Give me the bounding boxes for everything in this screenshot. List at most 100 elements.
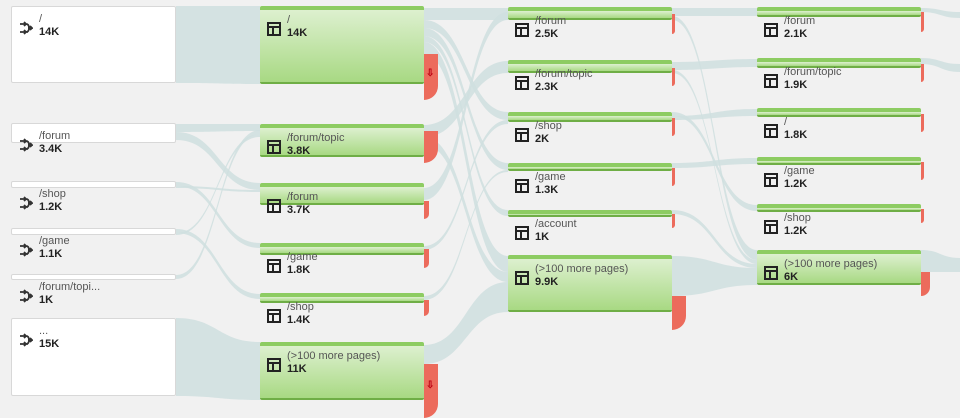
exit-drop[interactable] [672, 14, 675, 34]
exit-drop[interactable]: ⇩ [424, 54, 438, 100]
exit-drop[interactable] [424, 249, 429, 268]
page-layout-icon [267, 22, 281, 36]
flow-band[interactable] [176, 318, 260, 400]
node-value: 1K [39, 294, 54, 306]
page-layout-icon [267, 309, 281, 323]
step2-node-shop[interactable]: /shop 2K [508, 112, 672, 145]
flow-band[interactable] [672, 16, 757, 260]
node-value: 3.8K [287, 145, 311, 157]
source-node-root[interactable]: /14K [11, 6, 176, 83]
flow-band[interactable] [424, 120, 508, 250]
node-name: /shop [39, 188, 66, 200]
node-value: 15K [39, 338, 60, 350]
exit-drop[interactable] [672, 168, 675, 186]
step2-node-forum[interactable]: /forum 2.5K [508, 7, 672, 40]
flow-band[interactable] [176, 186, 260, 192]
step3-node-more-pages[interactable]: (>100 more pages) 6K [757, 250, 921, 285]
step1-node-forum[interactable]: /forum 3.7K [260, 183, 424, 216]
node-name: /game [287, 251, 318, 263]
step3-node-forum[interactable]: /forum 2.1K [757, 7, 921, 40]
node-value: 11K [287, 363, 307, 375]
exit-drop[interactable] [424, 201, 429, 219]
flow-band[interactable] [672, 158, 757, 168]
step1-node-shop[interactable]: /shop 1.4K [260, 293, 424, 326]
flow-band[interactable] [176, 182, 260, 248]
source-node-shop[interactable]: /shop 1.2K [11, 181, 176, 213]
flow-band[interactable] [176, 130, 260, 279]
page-layout-icon [515, 179, 529, 193]
exit-drop[interactable] [672, 68, 675, 86]
flow-band[interactable] [424, 61, 508, 137]
step2-node-forum-topic[interactable]: /forum/topic 2.3K [508, 60, 672, 93]
exit-drop[interactable] [424, 131, 438, 163]
exit-drop[interactable] [921, 114, 924, 132]
step2-node-game[interactable]: /game 1.3K [508, 163, 672, 196]
step3-node-shop[interactable]: /shop 1.2K [757, 204, 921, 237]
flow-band[interactable] [424, 282, 508, 364]
node-value: 3.7K [287, 204, 311, 216]
exit-drop[interactable] [672, 214, 675, 228]
exit-drop[interactable] [672, 118, 675, 136]
flow-band[interactable] [424, 36, 508, 216]
flow-band[interactable] [672, 210, 757, 268]
exit-drop[interactable] [424, 300, 429, 316]
flow-band[interactable] [424, 20, 508, 120]
page-layout-icon [515, 23, 529, 37]
source-node-forum[interactable]: /forum 3.4K [11, 123, 176, 155]
exit-drop[interactable] [921, 64, 924, 82]
node-value: 14K [39, 26, 60, 38]
exit-drop[interactable] [921, 272, 930, 296]
flow-band[interactable] [176, 229, 260, 299]
node-value: 1.2K [39, 201, 63, 213]
node-name: /forum [535, 15, 567, 27]
flow-band[interactable] [424, 12, 508, 200]
node-name: /shop [784, 212, 811, 224]
source-node-game[interactable]: /game 1.1K [11, 228, 176, 260]
exit-drop[interactable]: ⇩ [424, 364, 438, 418]
flow-band[interactable] [672, 8, 757, 16]
step3-node-forum-topic[interactable]: /forum/topic 1.9K [757, 58, 921, 91]
flow-band[interactable] [424, 8, 508, 20]
exit-drop[interactable] [672, 296, 686, 330]
exit-drop[interactable] [921, 209, 924, 223]
step2-node-more-pages[interactable]: (>100 more pages) 9.9K [508, 255, 672, 312]
flow-band[interactable] [176, 134, 260, 235]
flow-band[interactable] [176, 6, 260, 84]
flow-band[interactable] [424, 170, 508, 300]
page-layout-icon [515, 271, 529, 285]
node-value: 1K [535, 231, 550, 243]
flow-band[interactable] [672, 109, 757, 120]
exit-arrow-icon: ⇩ [426, 380, 435, 391]
node-value: 1.9K [784, 79, 808, 91]
exit-drop[interactable] [921, 162, 924, 180]
flow-band[interactable] [672, 256, 757, 296]
flow-band[interactable] [921, 58, 960, 72]
node-value: 1.1K [39, 248, 63, 260]
source-node-other[interactable]: ... 15K [11, 318, 176, 396]
step2-node-account[interactable]: /account 1K [508, 210, 672, 243]
page-layout-icon [267, 259, 281, 273]
flow-band[interactable] [424, 137, 508, 282]
exit-drop[interactable] [921, 12, 924, 32]
step3-node-game[interactable]: /game 1.2K [757, 157, 921, 190]
flow-band[interactable] [176, 124, 260, 132]
flow-band[interactable] [424, 42, 508, 272]
step1-node-root[interactable]: /14K [260, 6, 424, 84]
flow-band[interactable] [921, 8, 960, 18]
step1-node-game[interactable]: /game 1.8K [260, 243, 424, 276]
flow-band[interactable] [672, 59, 757, 70]
page-layout-icon [515, 226, 529, 240]
flow-band[interactable] [921, 250, 960, 272]
step1-node-forum-topic[interactable]: /forum/topic 3.8K [260, 124, 424, 157]
node-name: / [784, 116, 788, 128]
flow-band[interactable] [176, 132, 260, 190]
page-layout-icon [267, 140, 281, 154]
source-node-forum-topic[interactable]: /forum/topi... 1K [11, 274, 176, 306]
node-name: (>100 more pages) [287, 350, 381, 362]
flow-band[interactable] [672, 70, 757, 264]
node-name: ... [39, 325, 49, 337]
step1-node-more-pages[interactable]: (>100 more pages) 11K [260, 342, 424, 400]
step3-node-root[interactable]: /1.8K [757, 108, 921, 141]
page-layout-icon [267, 358, 281, 372]
